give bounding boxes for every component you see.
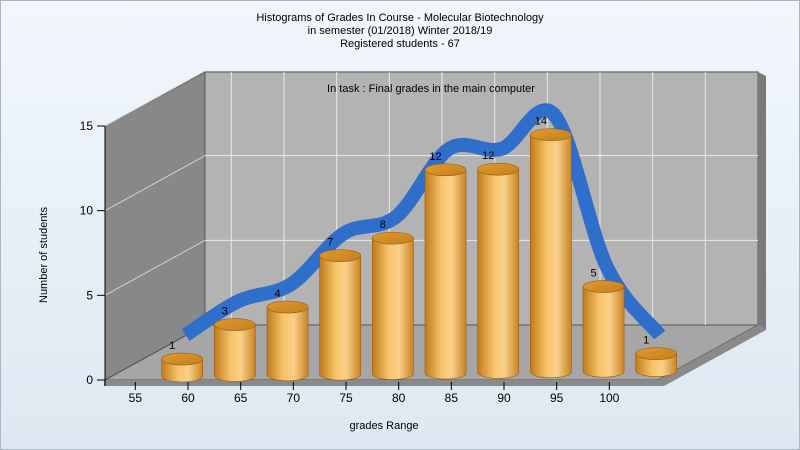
- bar-body: [582, 286, 625, 378]
- bar-cap: [161, 352, 204, 366]
- chart-annotation: In task : Final grades in the main compu…: [327, 83, 535, 95]
- bar-value-label: 1: [169, 340, 175, 352]
- bar: 1: [635, 335, 678, 377]
- x-tick-label: 65: [234, 391, 248, 405]
- trend-line: [181, 103, 666, 341]
- bar-value-label: 14: [535, 116, 547, 128]
- bar: 4: [266, 288, 309, 382]
- bar: 1: [161, 340, 204, 383]
- bar-body: [372, 237, 414, 380]
- title-line-3: Registered students - 67: [340, 38, 460, 50]
- bar-body: [530, 134, 572, 379]
- y-axis-label: Number of students: [38, 207, 50, 303]
- bar: 8: [372, 219, 414, 380]
- bar-value-label: 7: [327, 237, 333, 249]
- bar-body: [266, 306, 309, 382]
- gridline-side: [104, 239, 206, 296]
- x-tick-label: 80: [392, 391, 406, 405]
- trend-ribbon: [181, 103, 666, 341]
- x-tick-label: 75: [339, 391, 353, 405]
- bar-body: [477, 168, 520, 379]
- bar-cap: [214, 318, 256, 331]
- bar-body: [319, 255, 362, 381]
- bar: 12: [477, 150, 520, 379]
- bar-cap: [635, 347, 678, 360]
- bar-value-label: 4: [274, 288, 280, 300]
- bar-value-label: 8: [380, 219, 386, 231]
- right-wall-edge: [758, 72, 766, 330]
- bar-body: [424, 169, 467, 380]
- y-tick-label: 10: [80, 204, 94, 218]
- title-line-2: in semester (01/2018) Winter 2018/19: [307, 25, 493, 37]
- bar-cap: [319, 249, 362, 262]
- x-tick-label: 90: [497, 391, 511, 405]
- bar-body: [214, 324, 256, 382]
- chart-title: Histograms of Grades In Course - Molecul…: [0, 12, 800, 51]
- bars: 1 3 4 7 8 12 12 14 5 1: [161, 116, 678, 383]
- x-tick-label: 95: [550, 391, 564, 405]
- gridline-side: [104, 155, 206, 212]
- bar-cap: [477, 162, 520, 176]
- y-tick-label: 5: [86, 288, 93, 302]
- bar: 12: [424, 151, 467, 380]
- bar-cap: [372, 231, 414, 245]
- gridline-side: [104, 70, 206, 127]
- y-tick-label: 0: [86, 373, 93, 387]
- bar-cap: [424, 163, 467, 177]
- bar: 14: [530, 116, 572, 379]
- x-axis-ticks: 55 60 65 70 75 80 85 90 95 100: [129, 382, 620, 405]
- x-axis-label: grades Range: [349, 420, 419, 432]
- bar-value-label: 3: [222, 306, 228, 318]
- y-axis-ticks: 0 5 10 15: [80, 119, 106, 387]
- x-tick-label: 85: [445, 391, 459, 405]
- bar-value-label: 5: [590, 268, 596, 280]
- x-tick-label: 55: [129, 391, 143, 405]
- bar-body: [161, 358, 204, 383]
- bar: 7: [319, 237, 362, 381]
- bar-cap: [266, 300, 309, 314]
- bar-value-label: 12: [482, 150, 494, 162]
- bar-body: [635, 353, 678, 377]
- bar-cap: [582, 280, 625, 293]
- bar-cap: [530, 128, 572, 142]
- title-line-1: Histograms of Grades In Course - Molecul…: [256, 12, 544, 24]
- bar-value-label: 1: [643, 335, 649, 347]
- bar-value-label: 12: [429, 151, 441, 163]
- bar: 5: [582, 268, 625, 378]
- x-tick-label: 100: [599, 391, 619, 405]
- x-tick-label: 60: [181, 391, 195, 405]
- x-tick-label: 70: [287, 391, 301, 405]
- y-tick-label: 15: [80, 119, 94, 133]
- bar: 3: [214, 306, 256, 382]
